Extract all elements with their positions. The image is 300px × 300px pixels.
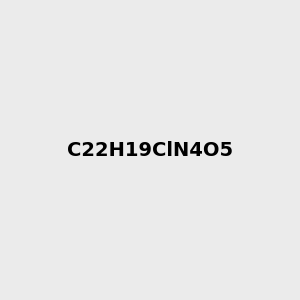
Text: C22H19ClN4O5: C22H19ClN4O5 xyxy=(67,140,233,160)
